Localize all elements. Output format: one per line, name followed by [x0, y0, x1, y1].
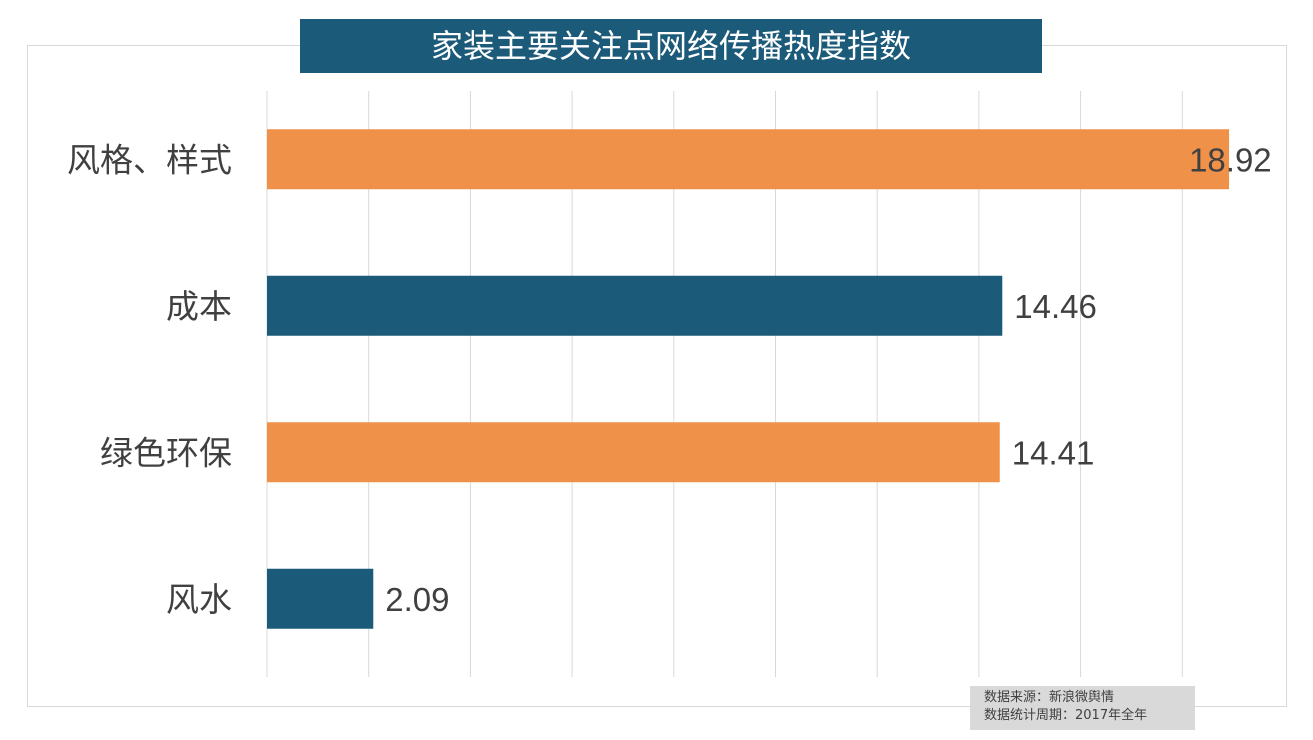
- category-label: 风格、样式: [67, 140, 232, 179]
- data-label: 2.09: [385, 581, 449, 618]
- bar: [267, 275, 1003, 336]
- data-label: 14.46: [1014, 288, 1097, 325]
- bar: [267, 568, 374, 629]
- chart-title: 家装主要关注点网络传播热度指数: [300, 19, 1042, 73]
- bar: [267, 422, 1000, 483]
- source-line: 数据来源：新浪微舆情: [984, 690, 1115, 705]
- data-label: 18.92: [1189, 141, 1272, 178]
- period-line: 数据统计周期：2017年全年: [984, 708, 1148, 723]
- source-note: 数据来源：新浪微舆情 数据统计周期：2017年全年: [970, 686, 1195, 730]
- data-label: 14.41: [1012, 434, 1095, 471]
- bars: [267, 129, 1230, 629]
- bar: [267, 129, 1230, 190]
- category-label: 风水: [166, 580, 232, 619]
- category-label: 成本: [166, 287, 232, 326]
- labels: 风格、样式 18.92 成本 14.46 绿色环保 14.41 风水 2.09: [67, 140, 1272, 619]
- category-label: 绿色环保: [100, 433, 232, 472]
